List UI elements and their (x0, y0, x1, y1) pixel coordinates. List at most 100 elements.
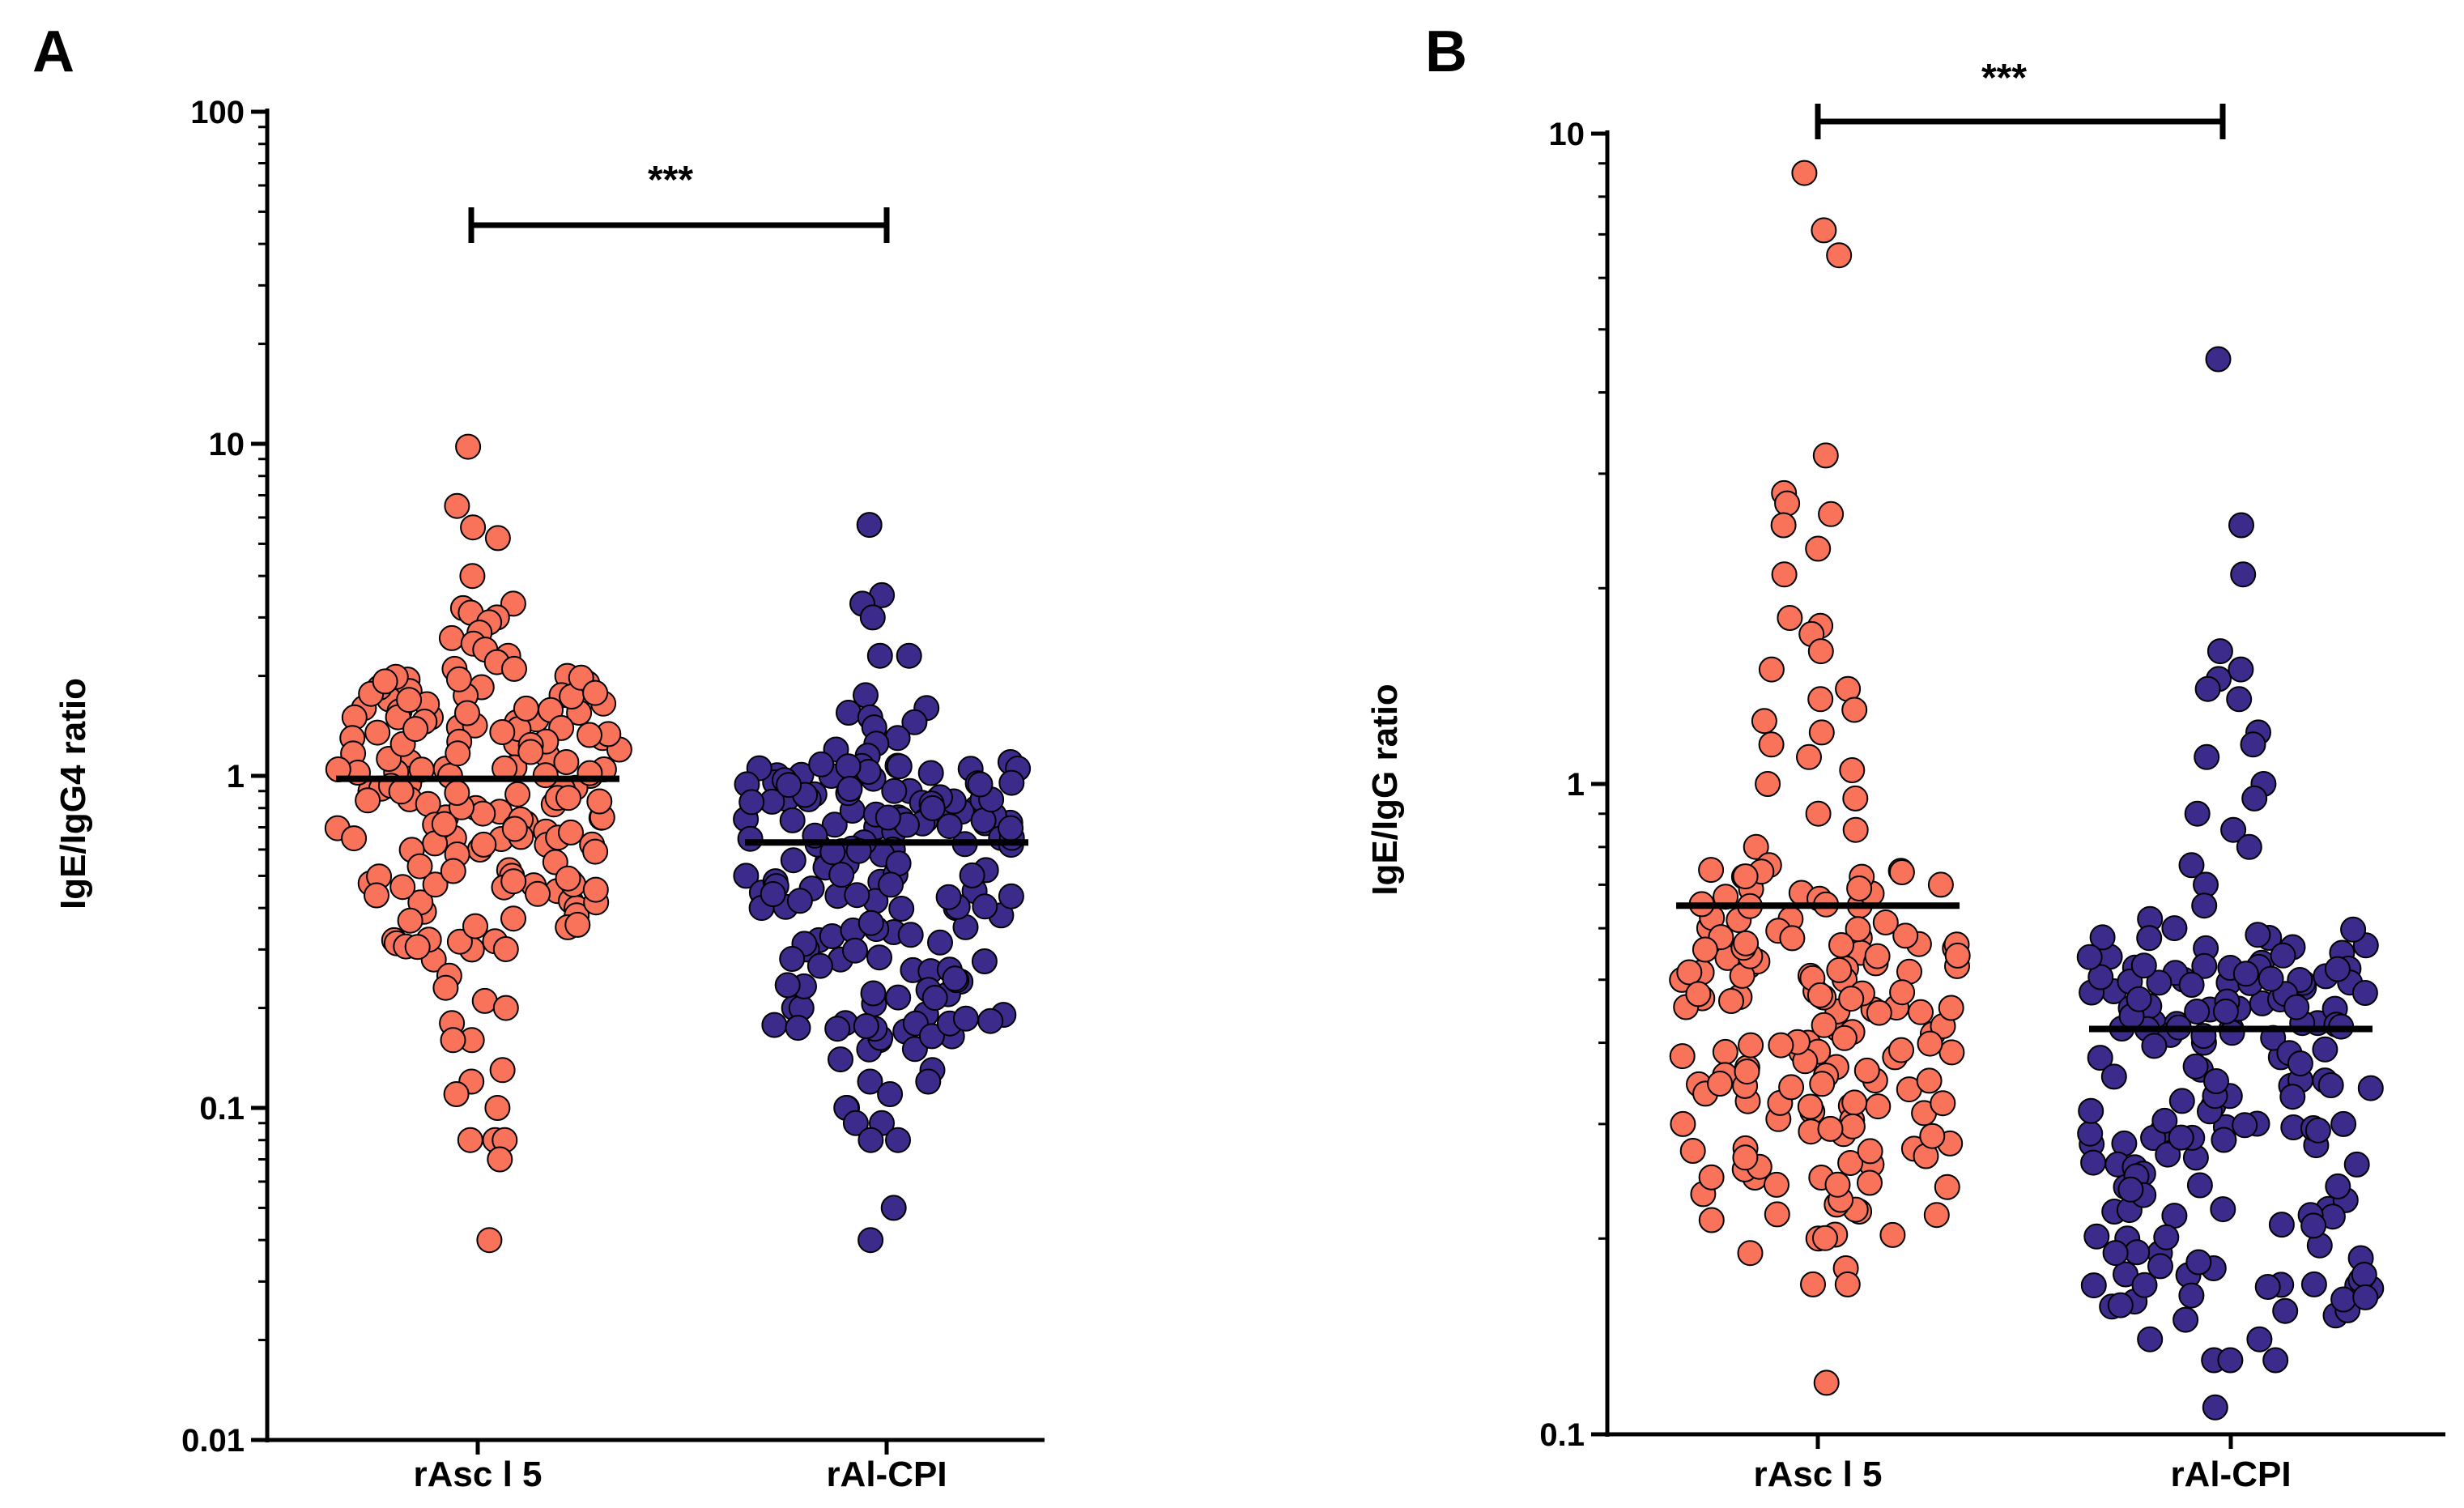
data-point-ral-cpi (998, 815, 1024, 841)
data-point-rasc (454, 700, 480, 726)
data-point-rasc (1764, 1201, 1790, 1228)
data-point-rasc (1811, 217, 1837, 244)
data-point-rasc (1841, 1089, 1868, 1116)
data-point-ral-cpi (877, 1081, 904, 1107)
data-point-rasc (1857, 1138, 1883, 1165)
data-point-rasc (1774, 490, 1801, 517)
data-point-ral-cpi (2161, 915, 2188, 942)
data-point-rasc (440, 858, 466, 884)
data-point-ral-cpi (785, 1015, 811, 1042)
data-point-ral-cpi (952, 1005, 979, 1032)
data-point-rasc (1791, 160, 1818, 186)
data-point-rasc (1670, 1110, 1696, 1137)
data-point-rasc (372, 668, 398, 695)
data-point-ral-cpi (2186, 1172, 2213, 1199)
data-point-rasc (1927, 871, 1954, 898)
data-point-ral-cpi (2117, 1176, 2144, 1203)
data-point-rasc (1857, 1169, 1883, 1196)
data-point-rasc (1669, 1043, 1696, 1070)
data-point-ral-cpi (878, 871, 904, 898)
data-point-ral-cpi (859, 604, 886, 631)
data-point-rasc (504, 781, 531, 807)
data-point-ral-cpi (2300, 1212, 2327, 1239)
data-point-rasc (1778, 1074, 1805, 1101)
data-point-ral-cpi (824, 1016, 851, 1042)
data-point-rasc (1838, 986, 1865, 1012)
data-point-ral-cpi (836, 776, 863, 802)
data-point-rasc (1888, 1037, 1914, 1063)
data-point-ral-cpi (2202, 1394, 2228, 1421)
tick-label-b-2: 10 (1549, 117, 1585, 152)
data-point-rasc (1839, 757, 1866, 783)
data-point-ral-cpi (2080, 1272, 2107, 1299)
data-point-rasc (1837, 1150, 1864, 1176)
data-point-ral-cpi (936, 813, 963, 840)
data-point-rasc (501, 816, 528, 842)
data-point-rasc (1738, 1032, 1764, 1059)
data-point-rasc (1831, 1025, 1858, 1051)
tick-label-b-0: 0.1 (1539, 1417, 1585, 1453)
data-point-ral-cpi (2232, 961, 2259, 987)
data-point-ral-cpi (2330, 1286, 2357, 1313)
data-point-rasc (444, 780, 470, 806)
data-point-ral-cpi (2283, 994, 2310, 1020)
data-point-rasc (1892, 922, 1919, 949)
data-point-ral-cpi (2246, 1326, 2273, 1353)
data-point-rasc (1811, 1012, 1837, 1038)
data-point-ral-cpi (2254, 1274, 2281, 1300)
data-point-ral-cpi (2312, 1036, 2338, 1063)
data-point-ral-cpi (875, 804, 901, 831)
data-point-rasc (492, 995, 519, 1021)
data-point-rasc (1807, 982, 1833, 1008)
data-point-ral-cpi (2126, 986, 2152, 1012)
data-point-rasc (1919, 1122, 1946, 1149)
data-point-ral-cpi (2184, 999, 2211, 1025)
data-point-ral-cpi (858, 1127, 884, 1153)
data-point-rasc (1865, 1093, 1892, 1120)
data-point-rasc (1841, 696, 1868, 723)
data-point-rasc (364, 882, 389, 909)
data-point-ral-cpi (2107, 1292, 2134, 1318)
data-point-rasc (1758, 656, 1785, 683)
data-point-ral-cpi (2300, 1271, 2327, 1297)
data-point-rasc (431, 811, 457, 837)
data-point-ral-cpi (2352, 1284, 2379, 1310)
data-point-rasc (1758, 731, 1785, 758)
data-point-rasc (1805, 535, 1832, 562)
data-point-rasc (1938, 1039, 1965, 1066)
data-point-ral-cpi (842, 1110, 869, 1136)
data-point-rasc (1692, 936, 1718, 963)
data-point-rasc (1828, 932, 1854, 958)
data-point-rasc (402, 716, 429, 743)
data-point-ral-cpi (774, 972, 801, 999)
data-point-ral-cpi (972, 893, 998, 920)
data-point-ral-cpi (2185, 1249, 2212, 1276)
data-point-rasc (1889, 979, 1916, 1006)
data-point-ral-cpi (2191, 952, 2218, 979)
data-point-rasc (1707, 1071, 1734, 1097)
data-point-ral-cpi (935, 884, 962, 910)
data-point-rasc (484, 525, 511, 552)
data-point-rasc (489, 719, 516, 745)
data-point-ral-cpi (808, 751, 835, 777)
data-point-rasc (1842, 785, 1869, 812)
data-point-rasc (389, 874, 416, 901)
data-point-rasc (476, 1227, 503, 1254)
data-point-ral-cpi (2228, 512, 2254, 539)
data-point-rasc (517, 739, 544, 765)
data-point-ral-cpi (2168, 1124, 2194, 1151)
data-point-rasc (487, 1146, 513, 1173)
data-point-ral-cpi (2146, 969, 2172, 996)
data-point-rasc (525, 880, 551, 907)
data-point-ral-cpi (828, 862, 855, 888)
data-point-rasc (577, 722, 602, 748)
data-point-rasc (489, 1057, 516, 1084)
data-point-ral-cpi (2178, 1282, 2205, 1309)
data-point-rasc (1733, 930, 1760, 956)
data-point-rasc (513, 695, 539, 722)
data-point-ral-cpi (2161, 1203, 2188, 1229)
data-point-ral-cpi (821, 812, 848, 838)
data-point-rasc (555, 865, 581, 892)
data-point-ral-cpi (2220, 816, 2247, 843)
y-axis-ticks-b: 0.1 1 10 (1539, 117, 1585, 1453)
